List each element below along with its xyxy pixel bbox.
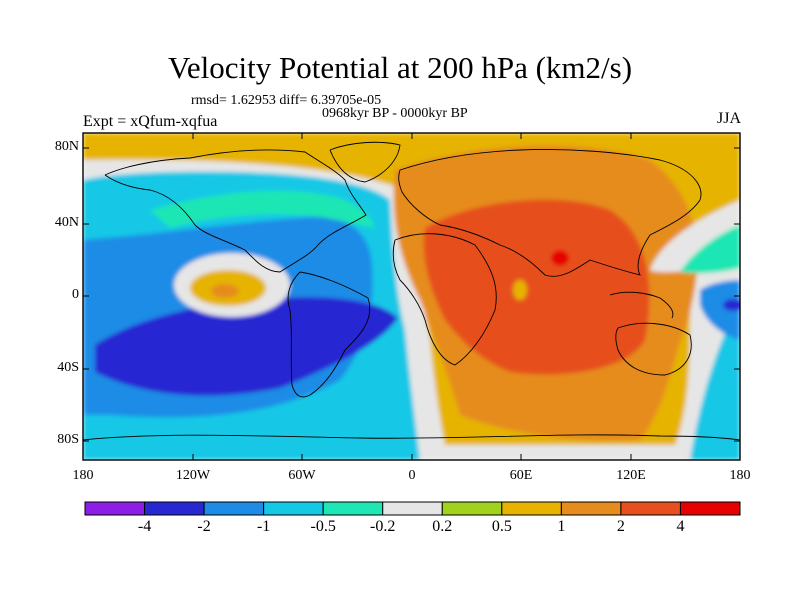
colorbar-box xyxy=(203,501,265,516)
lat-label: 40N xyxy=(54,215,79,230)
colorbar-label: 0.5 xyxy=(491,518,512,535)
coastline-north-america xyxy=(104,149,367,273)
colorbar-box xyxy=(679,501,741,516)
lat-label: 80S xyxy=(57,432,79,447)
colorbar-box xyxy=(322,501,384,516)
colorbar-label: -4 xyxy=(137,518,152,535)
colorbar-label: 1 xyxy=(557,518,566,535)
colorbar-label: -0.2 xyxy=(370,518,396,535)
contour-dark-blue-region xyxy=(95,297,398,396)
colorbar-box xyxy=(560,501,622,516)
lon-label: 180 xyxy=(72,468,94,483)
colorbar-label: -1 xyxy=(256,518,271,535)
coastline-south-america xyxy=(287,271,371,398)
colorbar-label: 0.2 xyxy=(432,518,453,535)
lon-label: 120E xyxy=(616,468,646,483)
coastline-greenland xyxy=(329,141,401,183)
colorbar-label: 2 xyxy=(616,518,625,535)
lon-label: 180 xyxy=(729,468,751,483)
rmsd-diff-stats: rmsd= 1.62953 diff= 6.39705e-05 xyxy=(191,93,382,108)
coastline-africa xyxy=(392,233,497,366)
contour-far-east-blue xyxy=(700,280,740,340)
contour-red-orange-region xyxy=(423,199,650,375)
colorbar xyxy=(84,501,741,516)
contour-red-maximum xyxy=(551,250,569,266)
season-label: JJA xyxy=(716,110,741,127)
contour-teal-arc xyxy=(150,190,375,228)
experiment-label: Expt = xQfum-xqfua xyxy=(83,113,218,130)
colorbar-box xyxy=(620,501,681,516)
colorbar-box xyxy=(263,501,324,516)
coastline-eurasia xyxy=(398,149,702,277)
colorbar-box xyxy=(441,501,503,516)
contour-east-pacific-orange xyxy=(211,284,239,298)
colorbar-box xyxy=(382,501,443,516)
colorbar-box xyxy=(501,501,562,516)
coastline-maritime-continent xyxy=(609,291,674,319)
lon-label: 60E xyxy=(509,468,533,483)
contour-far-east-dark-blue xyxy=(723,299,740,311)
lon-label: 60W xyxy=(288,468,316,483)
colorbar-label: 4 xyxy=(676,518,685,535)
axis-ticks xyxy=(82,133,741,460)
lon-label: 120W xyxy=(175,468,211,483)
contour-yellow-pocket xyxy=(513,280,527,300)
lat-label: 40S xyxy=(57,360,79,375)
lat-label: 80N xyxy=(54,139,79,154)
contour-west-pacific-teal xyxy=(680,225,740,274)
time-period: 0968kyr BP - 0000kyr BP xyxy=(322,106,468,121)
colorbar-label: -0.5 xyxy=(310,518,336,535)
colorbar-box xyxy=(144,501,205,516)
contour-fill-layer xyxy=(83,133,740,460)
coastline-antarctica xyxy=(83,434,740,441)
plot-title: Velocity Potential at 200 hPa (km2/s) xyxy=(167,50,633,85)
colorbar-label: -2 xyxy=(197,518,211,535)
colorbar-box xyxy=(84,501,146,516)
lon-label: 0 xyxy=(408,468,416,483)
coastline-australia xyxy=(615,322,692,376)
coastline-layer xyxy=(83,141,740,441)
lat-label: 0 xyxy=(72,287,79,302)
